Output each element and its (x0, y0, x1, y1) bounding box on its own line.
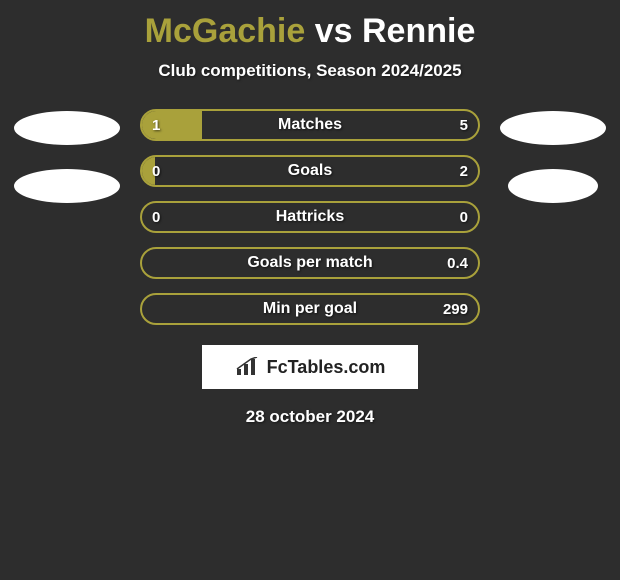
subtitle: Club competitions, Season 2024/2025 (0, 61, 620, 81)
right-badge-2 (508, 169, 598, 203)
page-title: McGachie vs Rennie (0, 12, 620, 51)
stat-right-value: 2 (460, 157, 468, 185)
title-player1: McGachie (145, 12, 306, 50)
stat-label: Goals per match (142, 249, 478, 277)
right-badge-1 (500, 111, 606, 145)
left-badge-1 (14, 111, 120, 145)
stat-label: Min per goal (142, 295, 478, 323)
title-player2: Rennie (362, 12, 475, 50)
stat-right-value: 299 (443, 295, 468, 323)
source-logo: FcTables.com (202, 345, 418, 389)
snapshot-date: 28 october 2024 (0, 407, 620, 427)
stat-bar: Goals per match0.4 (140, 247, 480, 279)
stat-label: Goals (142, 157, 478, 185)
title-vs: vs (315, 12, 353, 50)
stat-right-value: 0 (460, 203, 468, 231)
stat-left-value: 1 (152, 111, 160, 139)
right-badges-col (498, 109, 608, 203)
stat-right-value: 5 (460, 111, 468, 139)
left-badges-col (12, 109, 122, 203)
stat-right-value: 0.4 (447, 249, 468, 277)
stat-bar: 0Hattricks0 (140, 201, 480, 233)
stat-bar: 0Goals2 (140, 155, 480, 187)
bar-chart-icon (235, 357, 261, 377)
root: McGachie vs Rennie Club competitions, Se… (0, 0, 620, 427)
stat-label: Hattricks (142, 203, 478, 231)
source-logo-text: FcTables.com (267, 357, 386, 378)
stat-bars: 1Matches50Goals20Hattricks0Goals per mat… (140, 109, 480, 325)
comparison-area: 1Matches50Goals20Hattricks0Goals per mat… (0, 109, 620, 325)
stat-bar: 1Matches5 (140, 109, 480, 141)
left-badge-2 (14, 169, 120, 203)
stat-left-value: 0 (152, 203, 160, 231)
stat-left-value: 0 (152, 157, 160, 185)
stat-bar: Min per goal299 (140, 293, 480, 325)
